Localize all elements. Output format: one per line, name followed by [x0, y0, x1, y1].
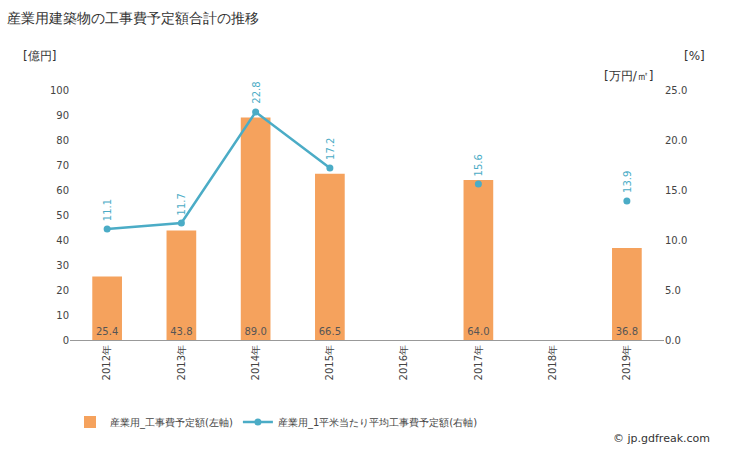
svg-text:89.0: 89.0	[244, 326, 266, 337]
svg-text:0: 0	[63, 335, 69, 346]
svg-text:43.8: 43.8	[170, 326, 192, 337]
svg-text:2012年: 2012年	[101, 345, 112, 380]
svg-text:10.0: 10.0	[665, 235, 687, 246]
svg-text:90: 90	[56, 110, 69, 121]
svg-text:0.0: 0.0	[665, 335, 681, 346]
svg-text:11.1: 11.1	[102, 199, 113, 221]
svg-text:産業用_1平米当たり平均工事費予定額(右軸): 産業用_1平米当たり平均工事費予定額(右軸)	[278, 417, 477, 429]
svg-text:25.0: 25.0	[665, 85, 687, 96]
svg-text:70: 70	[56, 160, 69, 171]
svg-text:13.9: 13.9	[622, 171, 633, 193]
svg-text:66.5: 66.5	[319, 326, 341, 337]
svg-text:産業用_工事費予定額(左軸): 産業用_工事費予定額(左軸)	[110, 417, 233, 429]
svg-text:2014年: 2014年	[250, 345, 261, 380]
svg-text:2013年: 2013年	[176, 345, 187, 380]
svg-text:40: 40	[56, 235, 69, 246]
svg-text:2017年: 2017年	[473, 345, 484, 380]
svg-text:20.0: 20.0	[665, 135, 687, 146]
svg-text:[億円]: [億円]	[23, 49, 56, 63]
svg-text:15.6: 15.6	[473, 154, 484, 176]
svg-text:2018年: 2018年	[547, 345, 558, 380]
svg-text:© jp.gdfreak.com: © jp.gdfreak.com	[613, 432, 710, 445]
svg-text:10: 10	[56, 310, 69, 321]
svg-text:17.2: 17.2	[325, 138, 336, 160]
svg-text:36.8: 36.8	[616, 326, 638, 337]
svg-text:22.8: 22.8	[251, 81, 262, 103]
svg-text:[%]: [%]	[684, 49, 705, 63]
svg-text:15.0: 15.0	[665, 185, 687, 196]
svg-text:産業用建築物の工事費予定額合計の推移: 産業用建築物の工事費予定額合計の推移	[7, 10, 259, 26]
svg-text:30: 30	[56, 260, 69, 271]
svg-text:25.4: 25.4	[96, 326, 118, 337]
svg-text:11.7: 11.7	[176, 193, 187, 215]
svg-text:20: 20	[56, 285, 69, 296]
svg-text:64.0: 64.0	[467, 326, 489, 337]
svg-text:2015年: 2015年	[324, 345, 335, 380]
svg-text:60: 60	[56, 185, 69, 196]
svg-text:5.0: 5.0	[665, 285, 681, 296]
svg-text:100: 100	[50, 85, 69, 96]
svg-text:2016年: 2016年	[398, 345, 409, 380]
svg-text:80: 80	[56, 135, 69, 146]
svg-text:2019年: 2019年	[621, 345, 632, 380]
svg-text:[万円/㎡]: [万円/㎡]	[604, 69, 653, 83]
svg-text:50: 50	[56, 210, 69, 221]
